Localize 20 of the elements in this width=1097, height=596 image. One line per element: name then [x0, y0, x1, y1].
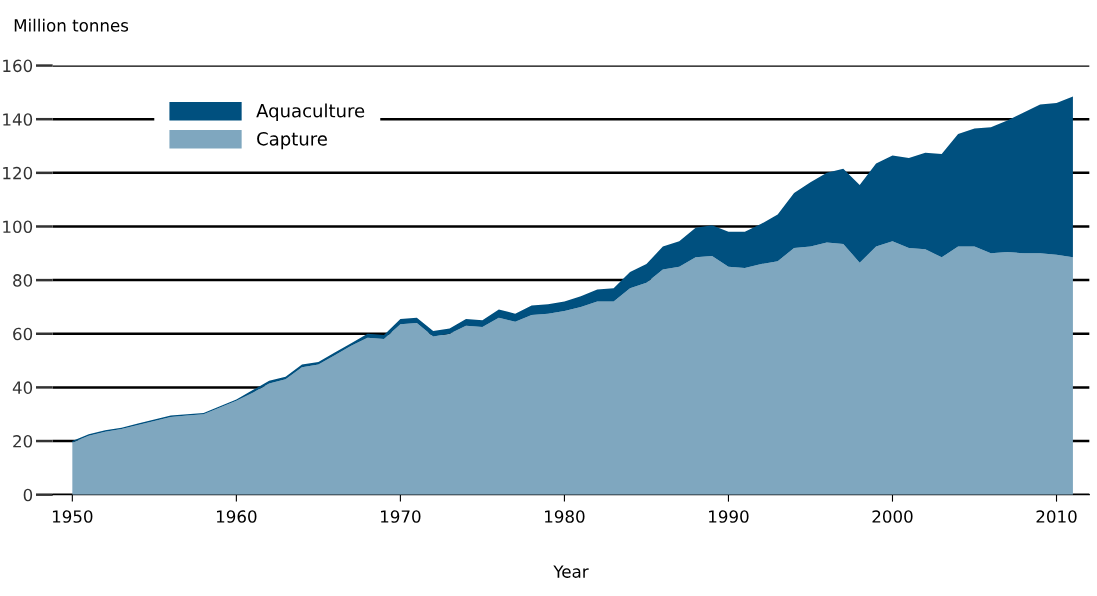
x-tick-label: 1980 [545, 510, 585, 523]
x-tick-label: 1960 [216, 510, 257, 523]
x-tick-label: 2010 [1036, 510, 1077, 523]
x-tick-label: 1970 [381, 510, 421, 523]
legend-label: Aquaculture [256, 103, 365, 122]
x-tick-label: 1990 [709, 510, 749, 523]
x-tick-label: 1950 [52, 510, 93, 523]
y-axis-title: Million tonnes [14, 18, 129, 32]
y-tick-label: 160 [3, 59, 33, 73]
x-tick-label: 2000 [872, 510, 913, 523]
y-tick-label: 0 [23, 488, 33, 502]
legend-label: Capture [257, 131, 327, 150]
y-tick-label: 40 [12, 381, 33, 394]
y-tick-label: 20 [13, 435, 33, 448]
y-tick-label: 100 [3, 220, 33, 234]
y-tick-label: 120 [3, 166, 33, 180]
y-tick-label: 140 [3, 113, 33, 126]
y-tick-label: 60 [13, 327, 33, 341]
x-axis-title: Year [553, 565, 589, 578]
y-tick-label: 80 [13, 274, 33, 287]
